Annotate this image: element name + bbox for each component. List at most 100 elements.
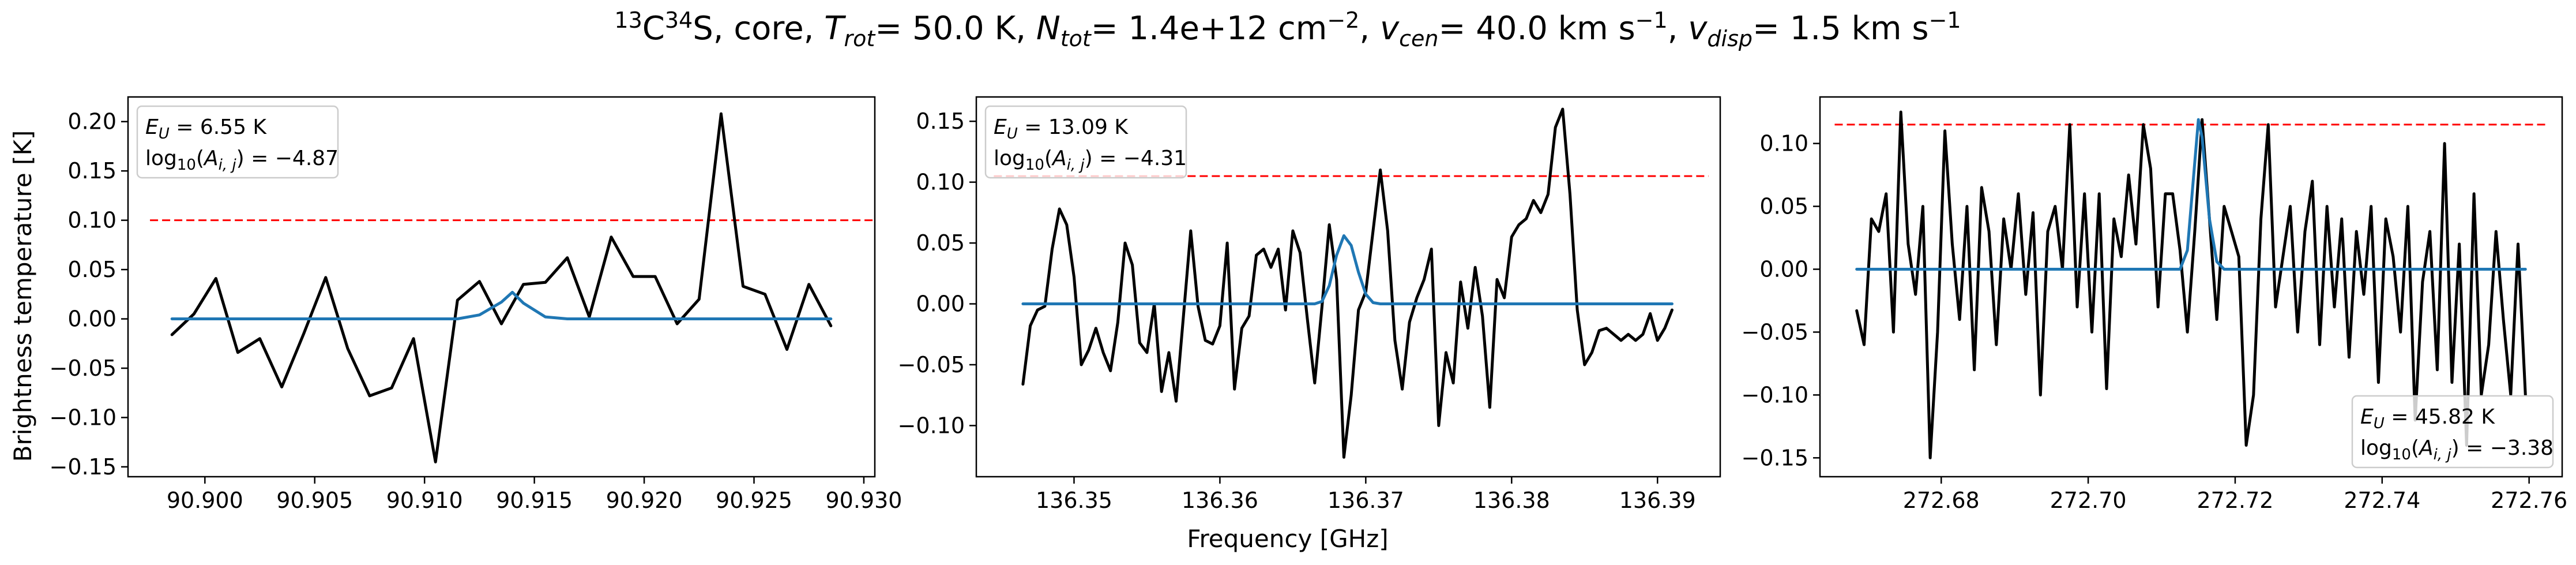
log-open: ( bbox=[2411, 436, 2419, 460]
log-open: ( bbox=[196, 147, 204, 170]
title-ntot-value: = 1.4e+12 cm bbox=[1091, 10, 1328, 47]
annotation-eu: EU = 6.55 K bbox=[145, 115, 267, 143]
y-tick-label: 0.05 bbox=[916, 230, 965, 256]
title-vcen-sub: cen bbox=[1399, 26, 1438, 51]
x-tick-label: 272.72 bbox=[2197, 488, 2273, 513]
subplots: 90.900 90.905 90.910 90.915 90.920 90.925 90.9… bbox=[50, 96, 2567, 513]
x-tick-label: 136.37 bbox=[1328, 488, 1404, 513]
plot-area-3 bbox=[1834, 110, 2548, 459]
annotation-box: EU = 45.82 K log10(Ai, j) = −3.38 bbox=[2351, 395, 2554, 469]
model-spectrum-line bbox=[170, 290, 833, 320]
y-tick-label: 0.10 bbox=[916, 170, 965, 195]
log-prefix: log bbox=[994, 147, 1025, 170]
title-vcen-symbol: v bbox=[1380, 10, 1400, 47]
y-tick-label: 0.00 bbox=[916, 291, 965, 317]
eu-sub: U bbox=[2374, 415, 2385, 432]
log-value: ) = −4.87 bbox=[236, 147, 339, 170]
annotation-frame bbox=[136, 105, 339, 179]
log-base: 10 bbox=[1025, 156, 1044, 174]
x-tick-label: 90.915 bbox=[496, 488, 573, 513]
title-vdisp-sub: disp bbox=[1707, 26, 1753, 51]
subplot-1: 90.900 90.905 90.910 90.915 90.920 90.925 90.9… bbox=[50, 96, 902, 513]
title-iso-mass-1: 13 bbox=[614, 8, 642, 33]
subplot-2: 136.35 136.36 136.37 136.38 136.39 −0.10 −0.05… bbox=[898, 96, 1721, 513]
log-open: ( bbox=[1044, 147, 1052, 170]
eu-symbol: E bbox=[994, 115, 1007, 139]
annotation-log: log10(Ai, j) = −4.87 bbox=[145, 147, 339, 174]
title-iso-mass-2: 34 bbox=[665, 8, 693, 33]
y-tick-label: 0.10 bbox=[67, 208, 116, 233]
x-tick-label: 90.905 bbox=[276, 488, 353, 513]
annotation-log: log10(Ai, j) = −3.38 bbox=[2360, 436, 2554, 463]
plot-area-2 bbox=[994, 107, 1709, 459]
subplot-3: 272.68 272.70 272.72 272.74 272.76 −0.15 −0.10… bbox=[1742, 96, 2567, 513]
log-sub: i, j bbox=[2434, 446, 2452, 463]
title-element-1: C bbox=[642, 10, 665, 47]
x-tick-label: 136.35 bbox=[1036, 488, 1112, 513]
x-tick-label: 272.74 bbox=[2344, 488, 2420, 513]
y-tick-label: −0.15 bbox=[50, 454, 116, 480]
y-tick-label: 0.15 bbox=[67, 158, 116, 184]
log-base: 10 bbox=[177, 156, 196, 174]
annotation-box: EU = 13.09 K log10(Ai, j) = −4.31 bbox=[984, 105, 1187, 179]
y-axis-label: Brightness temperature [K] bbox=[9, 130, 37, 462]
title-vdisp-symbol: v bbox=[1688, 10, 1708, 47]
annotation-frame bbox=[2351, 395, 2554, 469]
y-tick-label: 0.20 bbox=[67, 109, 116, 134]
y-tick-label: 0.10 bbox=[1759, 131, 1808, 156]
axes-frame bbox=[975, 96, 1721, 478]
eu-sub: U bbox=[159, 125, 170, 143]
y-tick-label: −0.10 bbox=[50, 405, 116, 430]
title-sep-2: , bbox=[1668, 10, 1688, 47]
eu-symbol: E bbox=[2360, 405, 2374, 429]
annotation-log: log10(Ai, j) = −4.31 bbox=[994, 147, 1187, 174]
log-symbol: A bbox=[203, 147, 219, 170]
eu-value: = 13.09 K bbox=[1018, 115, 1129, 139]
y-tick-label: 0.05 bbox=[67, 257, 116, 282]
eu-value: = 6.55 K bbox=[170, 115, 268, 139]
eu-symbol: E bbox=[145, 115, 159, 139]
log-sub: i, j bbox=[1067, 156, 1085, 174]
log-symbol: A bbox=[2418, 436, 2434, 460]
title-vdisp-value: = 1.5 km s bbox=[1753, 10, 1929, 47]
x-tick-label: 272.76 bbox=[2491, 488, 2567, 513]
log-value: ) = −4.31 bbox=[1085, 147, 1187, 170]
y-tick-label: 0.00 bbox=[67, 306, 116, 332]
title-vdisp-exp: −1 bbox=[1929, 8, 1961, 33]
figure-title: 13C34S, core, Trot= 50.0 K, Ntot= 1.4e+1… bbox=[614, 8, 1961, 51]
title-ntot-exp: −2 bbox=[1327, 8, 1359, 33]
log-value: ) = −3.38 bbox=[2451, 436, 2554, 460]
title-trot-symbol: T bbox=[824, 10, 846, 47]
y-tick-label: −0.10 bbox=[898, 413, 965, 438]
log-base: 10 bbox=[2392, 446, 2411, 463]
y-tick-label: −0.05 bbox=[898, 352, 965, 377]
x-tick-label: 90.920 bbox=[606, 488, 683, 513]
axes-frame bbox=[127, 96, 876, 478]
x-tick-label: 136.38 bbox=[1473, 488, 1550, 513]
annotation-eu: EU = 45.82 K bbox=[2360, 405, 2495, 432]
log-symbol: A bbox=[1051, 147, 1067, 170]
annotation-box: EU = 6.55 K log10(Ai, j) = −4.87 bbox=[136, 105, 339, 179]
log-prefix: log bbox=[2360, 436, 2392, 460]
eu-sub: U bbox=[1007, 125, 1018, 143]
y-tick-label: −0.15 bbox=[1742, 445, 1808, 470]
log-prefix: log bbox=[145, 147, 177, 170]
x-tick-label: 90.900 bbox=[167, 488, 243, 513]
title-vcen-exp: −1 bbox=[1635, 8, 1668, 33]
x-tick-label: 90.910 bbox=[386, 488, 463, 513]
title-source: , core, bbox=[713, 10, 825, 47]
eu-value: = 45.82 K bbox=[2385, 405, 2496, 429]
observed-spectrum-line bbox=[1855, 110, 2527, 459]
x-tick-label: 272.68 bbox=[1903, 488, 1980, 513]
x-tick-label: 136.39 bbox=[1619, 488, 1696, 513]
x-axis-label: Frequency [GHz] bbox=[1187, 525, 1388, 553]
plot-area-1 bbox=[150, 112, 875, 463]
y-tick-label: 0.05 bbox=[1759, 194, 1808, 219]
observed-spectrum-line bbox=[170, 112, 833, 463]
y-tick-label: 0.15 bbox=[916, 108, 965, 134]
annotation-eu: EU = 13.09 K bbox=[994, 115, 1129, 143]
observed-spectrum-line bbox=[1021, 107, 1674, 459]
title-trot-value: = 50.0 K, bbox=[875, 10, 1036, 47]
title-trot-sub: rot bbox=[844, 26, 876, 51]
